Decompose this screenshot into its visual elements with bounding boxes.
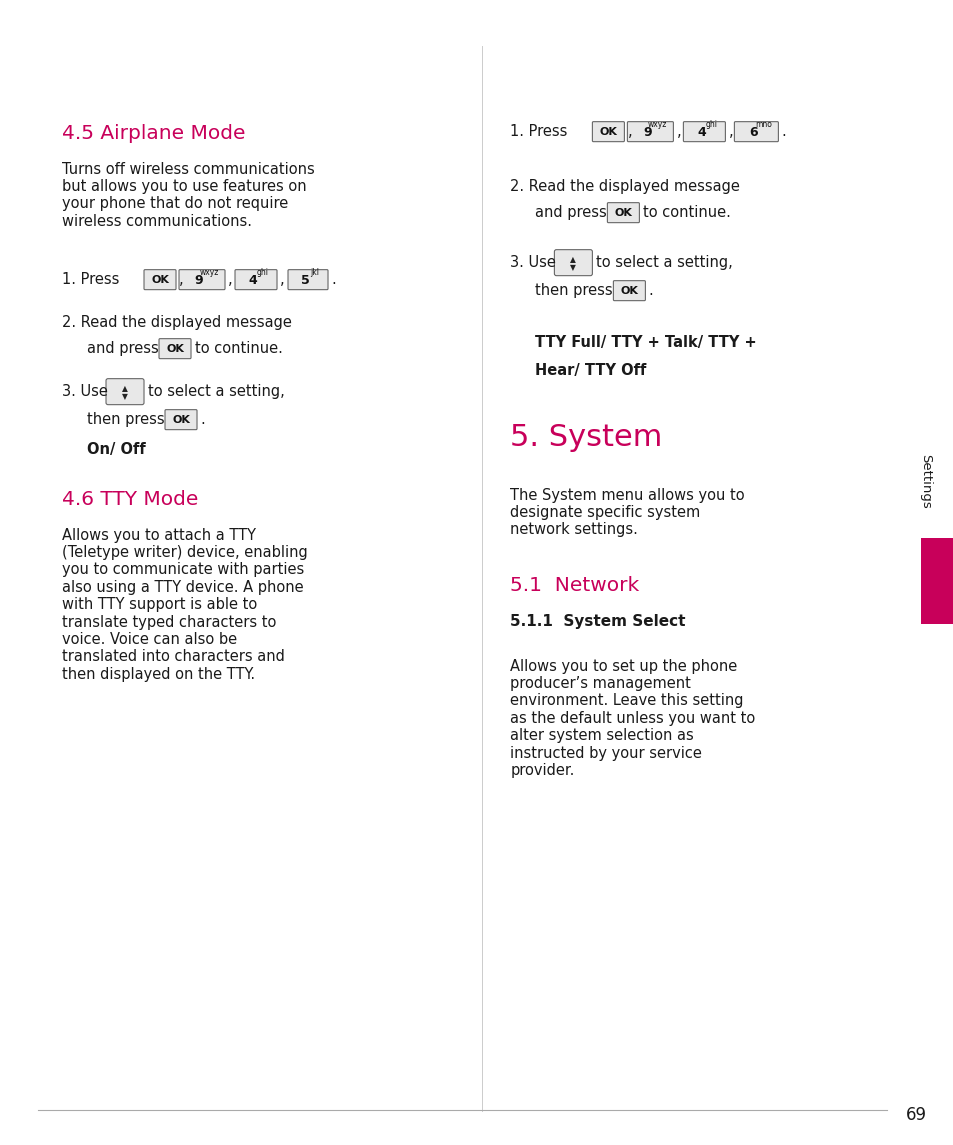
Text: Turns off wireless communications
but allows you to use features on
your phone t: Turns off wireless communications but al… bbox=[62, 161, 314, 229]
Text: ghi: ghi bbox=[704, 120, 717, 129]
FancyBboxPatch shape bbox=[607, 203, 639, 222]
Text: then press: then press bbox=[87, 412, 165, 427]
FancyBboxPatch shape bbox=[554, 250, 592, 276]
Text: 3. Use: 3. Use bbox=[510, 255, 556, 270]
Text: to select a setting,: to select a setting, bbox=[148, 385, 284, 400]
Text: .: . bbox=[648, 283, 653, 298]
Text: wxyz: wxyz bbox=[199, 268, 218, 277]
Text: and press: and press bbox=[535, 205, 606, 220]
FancyBboxPatch shape bbox=[592, 121, 623, 142]
FancyBboxPatch shape bbox=[734, 121, 778, 142]
FancyBboxPatch shape bbox=[179, 270, 225, 290]
Text: to continue.: to continue. bbox=[194, 341, 283, 356]
Text: OK: OK bbox=[172, 414, 190, 425]
Text: Allows you to attach a TTY
(Teletype writer) device, enabling
you to communicate: Allows you to attach a TTY (Teletype wri… bbox=[62, 528, 308, 682]
Text: ,: , bbox=[627, 124, 631, 140]
FancyBboxPatch shape bbox=[234, 270, 276, 290]
Text: ,: , bbox=[228, 273, 233, 287]
Text: The System menu allows you to
designate specific system
network settings.: The System menu allows you to designate … bbox=[510, 488, 744, 537]
Text: 9: 9 bbox=[642, 126, 651, 140]
Text: 3. Use: 3. Use bbox=[62, 385, 108, 400]
Text: ▼: ▼ bbox=[570, 263, 576, 273]
Text: OK: OK bbox=[151, 275, 169, 285]
Text: .: . bbox=[200, 412, 205, 427]
Text: ,: , bbox=[676, 124, 680, 140]
Text: 5.1  Network: 5.1 Network bbox=[510, 576, 639, 594]
Text: to select a setting,: to select a setting, bbox=[596, 255, 732, 270]
Text: OK: OK bbox=[619, 285, 638, 295]
Text: 2. Read the displayed message: 2. Read the displayed message bbox=[510, 179, 740, 194]
Text: ▲: ▲ bbox=[570, 255, 576, 264]
Text: ,: , bbox=[179, 273, 183, 287]
Text: ghi: ghi bbox=[256, 268, 269, 277]
Text: OK: OK bbox=[166, 344, 184, 354]
Text: ▲: ▲ bbox=[122, 385, 128, 393]
Text: 5.1.1  System Select: 5.1.1 System Select bbox=[510, 614, 685, 629]
FancyBboxPatch shape bbox=[159, 339, 191, 358]
Text: ,: , bbox=[728, 124, 732, 140]
Text: .: . bbox=[781, 124, 785, 140]
Text: .: . bbox=[331, 273, 335, 287]
Text: OK: OK bbox=[614, 207, 632, 218]
FancyBboxPatch shape bbox=[288, 270, 328, 290]
Text: wxyz: wxyz bbox=[647, 120, 666, 129]
Text: 5: 5 bbox=[300, 274, 309, 287]
FancyBboxPatch shape bbox=[682, 121, 724, 142]
Text: ,: , bbox=[280, 273, 284, 287]
Text: 6: 6 bbox=[748, 126, 757, 140]
FancyBboxPatch shape bbox=[613, 281, 645, 301]
Text: OK: OK bbox=[598, 127, 617, 136]
Text: 4.6 TTY Mode: 4.6 TTY Mode bbox=[62, 490, 198, 508]
FancyBboxPatch shape bbox=[627, 121, 673, 142]
Text: 69: 69 bbox=[904, 1106, 925, 1124]
Text: 4: 4 bbox=[697, 126, 705, 140]
Text: and press: and press bbox=[87, 341, 158, 356]
Text: Settings: Settings bbox=[919, 453, 931, 508]
FancyBboxPatch shape bbox=[106, 379, 144, 404]
FancyBboxPatch shape bbox=[144, 270, 175, 290]
Text: ▼: ▼ bbox=[122, 392, 128, 401]
Text: Allows you to set up the phone
producer’s management
environment. Leave this set: Allows you to set up the phone producer’… bbox=[510, 658, 755, 779]
FancyBboxPatch shape bbox=[165, 410, 197, 429]
Text: then press: then press bbox=[535, 283, 613, 298]
Text: 9: 9 bbox=[194, 274, 203, 287]
Bar bbox=[920, 538, 953, 624]
Text: 2. Read the displayed message: 2. Read the displayed message bbox=[62, 315, 292, 330]
Text: jkl: jkl bbox=[310, 268, 319, 277]
Text: On/ Off: On/ Off bbox=[87, 442, 146, 457]
Text: 1. Press: 1. Press bbox=[62, 273, 119, 287]
Text: Hear/ TTY Off: Hear/ TTY Off bbox=[535, 363, 646, 378]
Text: TTY Full/ TTY + Talk/ TTY +: TTY Full/ TTY + Talk/ TTY + bbox=[535, 334, 757, 349]
Text: to continue.: to continue. bbox=[642, 205, 731, 220]
Text: mno: mno bbox=[754, 120, 771, 129]
Text: 4: 4 bbox=[249, 274, 257, 287]
Text: 4.5 Airplane Mode: 4.5 Airplane Mode bbox=[62, 124, 245, 143]
Text: 5. System: 5. System bbox=[510, 423, 662, 451]
Text: 1. Press: 1. Press bbox=[510, 124, 567, 140]
